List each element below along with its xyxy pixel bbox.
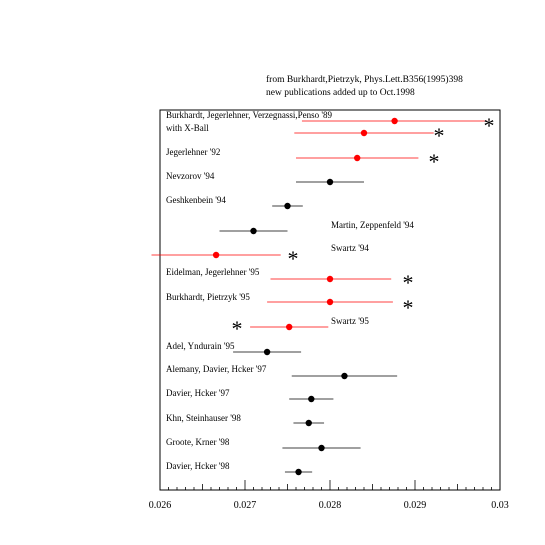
star-marker: *: [434, 123, 445, 148]
x-tick-label: 0.03: [491, 500, 509, 511]
series-label: Geshkenbein '94: [166, 195, 226, 205]
x-tick-label: 0.028: [319, 500, 342, 511]
series-label: Jegerlehner '92: [166, 147, 220, 157]
x-tick-label: 0.026: [149, 500, 172, 511]
series-label: Groote, Krner '98: [166, 437, 230, 447]
data-point: [212, 251, 220, 259]
series-label: with X-Ball: [166, 123, 209, 133]
series-label: Adel, Yndurain '95: [166, 341, 235, 351]
series-label: Martin, Zeppenfeld '94: [331, 220, 414, 230]
series-label: Nevzorov '94: [166, 171, 215, 181]
data-point: [263, 348, 271, 356]
star-marker: *: [403, 295, 414, 320]
data-point: [354, 154, 361, 162]
data-point: [250, 227, 257, 235]
data-point: [341, 372, 348, 380]
source-note: from Burkhardt,Pietrzyk, Phys.Lett.B356(…: [266, 75, 463, 85]
star-marker: *: [403, 270, 414, 295]
series-label: Swartz '94: [331, 243, 369, 253]
series-label: Davier, Hcker '97: [166, 388, 230, 398]
data-point: [326, 298, 334, 306]
series-label: Swartz '95: [331, 316, 369, 326]
data-point: [360, 129, 368, 137]
data-point: [305, 419, 312, 427]
star-marker: *: [484, 113, 495, 138]
update-note: new publications added up to Oct.1998: [266, 88, 415, 98]
x-tick-label: 0.027: [234, 500, 257, 511]
series-label: Burkhardt, Jegerlehner, Verzegnassi,Pens…: [166, 110, 333, 120]
star-marker: *: [288, 246, 299, 271]
data-point: [286, 323, 293, 331]
series-label: Davier, Hcker '98: [166, 461, 230, 471]
star-marker: *: [429, 149, 440, 174]
data-point: [326, 275, 334, 283]
star-marker: *: [232, 316, 243, 341]
x-tick-label: 0.029: [404, 500, 427, 511]
series-label: Eidelman, Jegerlehner '95: [166, 267, 260, 277]
data-point: [326, 178, 334, 186]
data-point: [284, 202, 291, 210]
series-label: Burkhardt, Pietrzyk '95: [166, 292, 250, 302]
series-label: Alemany, Davier, Hcker '97: [166, 364, 267, 374]
series-label: Khn, Steinhauser '98: [166, 413, 241, 423]
data-point: [391, 117, 398, 125]
data-point: [295, 468, 302, 476]
data-point: [308, 395, 315, 403]
data-point: [318, 444, 325, 452]
